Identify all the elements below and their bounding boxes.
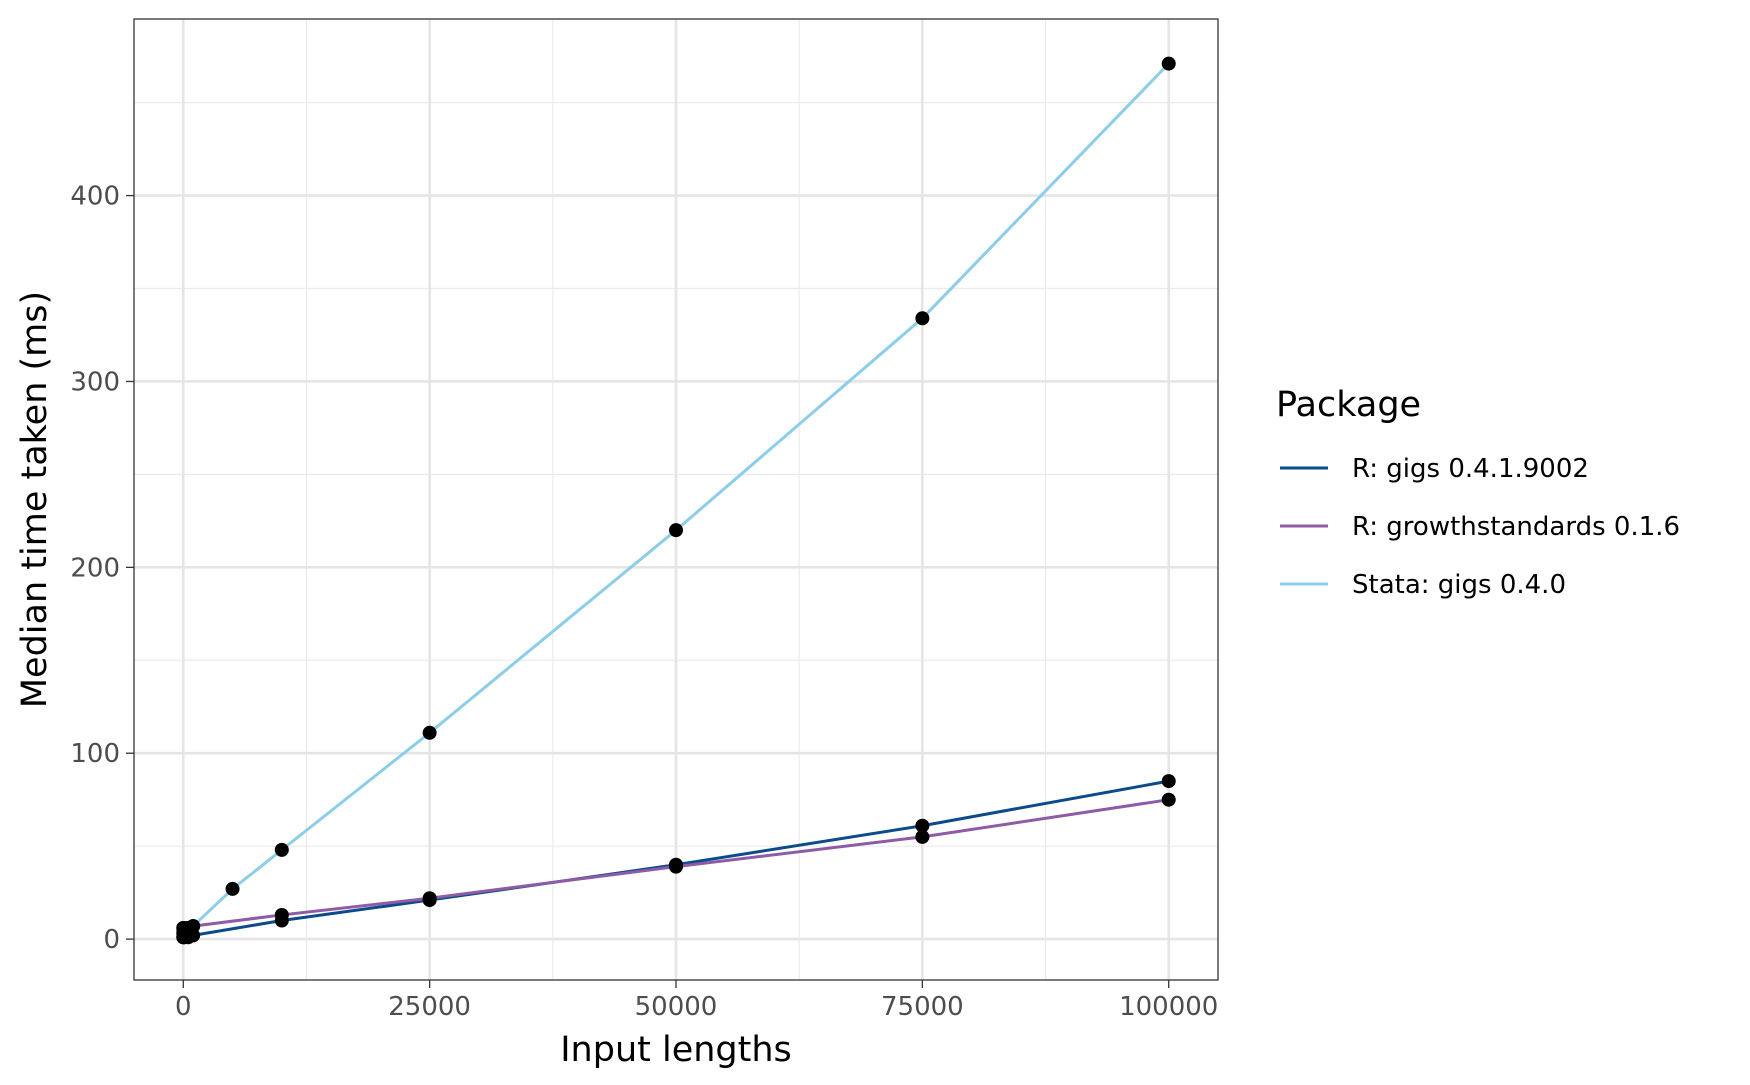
y-tick-label: 100 — [70, 739, 120, 769]
legend-label: Stata: gigs 0.4.0 — [1352, 570, 1566, 600]
data-point — [915, 311, 930, 326]
y-axis: 0 100 200 300 400 — [70, 182, 134, 955]
legend-title: Package — [1276, 385, 1421, 425]
x-tick-label: 75000 — [881, 992, 964, 1022]
legend: Package R: gigs 0.4.1.9002 R: growthstand… — [1276, 385, 1680, 600]
data-point — [1161, 774, 1176, 789]
x-tick-label: 0 — [175, 992, 192, 1022]
major-gridlines — [134, 19, 1218, 980]
data-point — [274, 907, 289, 922]
x-axis: 0 25000 50000 75000 100000 — [175, 980, 1218, 1022]
data-point — [1161, 792, 1176, 807]
y-tick-label: 200 — [70, 553, 120, 583]
data-point — [186, 919, 201, 934]
y-axis-label: Median time taken (ms) — [15, 291, 55, 708]
data-point — [274, 842, 289, 857]
data-point — [225, 881, 240, 896]
data-point — [669, 523, 683, 538]
x-tick-label: 100000 — [1119, 992, 1218, 1022]
data-point — [915, 818, 930, 833]
y-tick-label: 0 — [103, 925, 120, 955]
data-point — [915, 829, 930, 844]
data-points — [176, 56, 1176, 945]
x-tick-label: 25000 — [388, 992, 471, 1022]
data-point — [669, 859, 683, 874]
x-tick-label: 50000 — [635, 992, 718, 1022]
data-point — [422, 891, 437, 906]
legend-label: R: gigs 0.4.1.9002 — [1352, 454, 1589, 484]
data-point — [422, 725, 437, 740]
y-tick-label: 400 — [70, 182, 120, 212]
data-point — [1161, 56, 1176, 71]
x-axis-label: Input lengths — [560, 1030, 792, 1070]
legend-label: R: growthstandards 0.1.6 — [1352, 512, 1680, 542]
y-tick-label: 300 — [70, 367, 120, 397]
